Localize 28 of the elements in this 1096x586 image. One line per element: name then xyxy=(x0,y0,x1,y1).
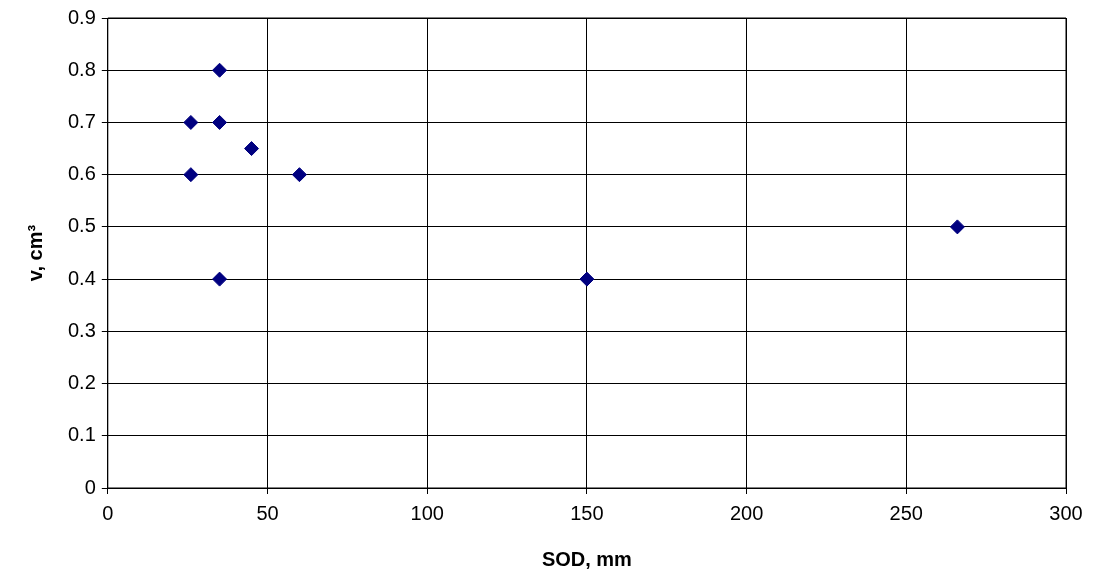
x-tick-label: 250 xyxy=(889,501,923,524)
y-tick-label: 0.9 xyxy=(67,5,96,28)
y-axis-title: v, cm³ xyxy=(23,224,46,282)
point xyxy=(183,167,199,183)
point xyxy=(212,271,228,287)
x-tick-label: 50 xyxy=(256,501,279,524)
point xyxy=(183,114,199,130)
point xyxy=(949,219,965,235)
x-tick-label: 150 xyxy=(570,501,604,524)
point xyxy=(579,271,595,287)
y-tick-label: 0 xyxy=(84,475,96,498)
point xyxy=(244,141,260,157)
y-tick-label: 0.2 xyxy=(67,371,96,394)
point xyxy=(291,167,307,183)
y-tick-label: 0.7 xyxy=(67,109,96,132)
x-tick-label: 100 xyxy=(410,501,444,524)
y-tick-label: 0.5 xyxy=(67,214,96,237)
point xyxy=(212,114,228,130)
x-axis-title: SOD, mm xyxy=(541,547,632,570)
y-tick-label: 0.8 xyxy=(67,57,96,80)
y-tick-label: 0.4 xyxy=(67,266,96,289)
y-tick-label: 0.6 xyxy=(67,162,96,185)
y-tick-label: 0.1 xyxy=(67,423,96,446)
x-tick-label: 0 xyxy=(102,501,114,524)
x-tick-label: 200 xyxy=(729,501,764,524)
y-tick-label: 0.3 xyxy=(67,318,96,341)
x-tick-label: 300 xyxy=(1049,501,1083,524)
point xyxy=(212,62,228,78)
